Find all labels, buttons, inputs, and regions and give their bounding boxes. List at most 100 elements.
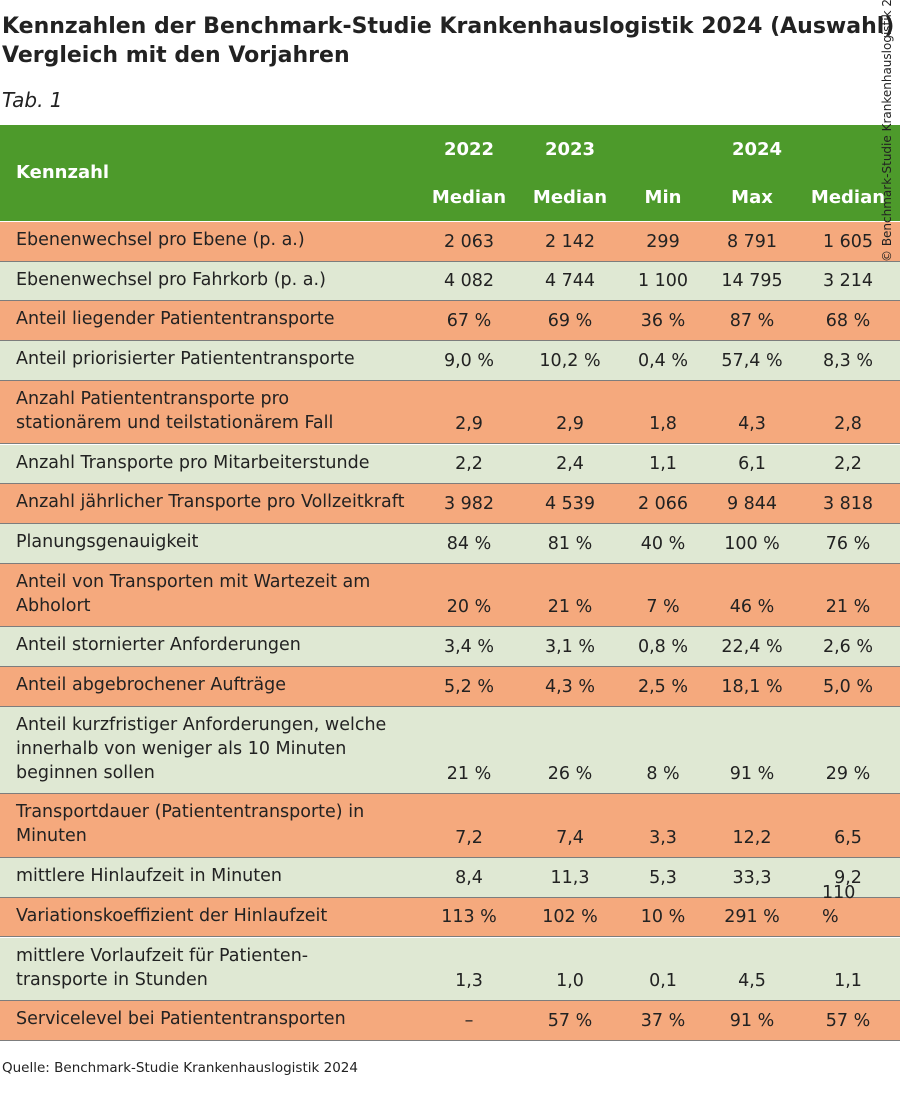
label-line: Planungsgenauigkeit	[16, 531, 199, 552]
row-label: Anzahl Transporte pro Mitarbeiterstunde	[16, 451, 369, 475]
table-row: mittlere Vorlaufzeit für Patienten-trans…	[0, 937, 900, 1002]
cell-value: 22,4 %	[721, 636, 783, 657]
cell-value: 291 %	[724, 907, 780, 928]
header-year: 2023	[544, 139, 596, 160]
cell-value: 3,3	[649, 828, 677, 849]
cell-value: 2,2	[834, 454, 862, 475]
label-line: Anzahl Transporte pro Mitarbeiterstunde	[16, 452, 370, 473]
cell-value: 7 %	[646, 597, 680, 618]
cell-value: 87 %	[729, 311, 775, 332]
header-stat: Min	[644, 187, 682, 208]
copyright: © Benchmark-Studie Krankenhauslogistik 2…	[880, 0, 894, 262]
cell-value: 46 %	[729, 597, 775, 618]
cell-value: 8,4	[455, 867, 483, 888]
cell-value: 36 %	[640, 311, 686, 332]
cell-value: 6,5	[834, 828, 862, 849]
table-row: Anteil liegender Patiententransporte 67 %…	[0, 301, 900, 342]
cell-value: 4,3 %	[544, 676, 596, 697]
label-line: stationärem und teilstationärem Fall	[16, 412, 334, 433]
cell-value: 68 %	[825, 311, 871, 332]
cell-value: 7,2	[455, 828, 483, 849]
cell-value: 0,8 %	[637, 636, 689, 657]
cell-value: 33,3	[732, 867, 772, 888]
label-line: Abholort	[16, 595, 91, 616]
cell-value: 2,2	[455, 454, 483, 475]
cell-value: 37 %	[640, 1010, 686, 1031]
source: Quelle: Benchmark-Studie Krankenhauslogi…	[2, 1060, 358, 1076]
table-row: Variationskoeffizient der Hinlaufzeit 113…	[0, 883, 900, 938]
cell-value: 2,4	[556, 454, 584, 475]
table-row: Servicelevel bei Patiententransporten – 57…	[0, 1001, 900, 1041]
label-line: Anzahl Patiententransporte pro	[16, 388, 290, 409]
cell-value: 2 142	[544, 231, 596, 252]
row-label: Ebenenwechsel pro Fahrkorb (p. a.)	[16, 268, 326, 292]
table-header: Kennzahl 2022 2023 2024 Median Median Min Max M…	[0, 125, 900, 221]
cell-value: 3,4 %	[443, 636, 495, 657]
cell-value: 2,9	[556, 414, 584, 435]
row-label: Anzahl Patiententransporte pro stationäre…	[16, 387, 333, 435]
cell-value: 9,0 %	[443, 350, 495, 371]
cell-value: 3 818	[822, 493, 874, 514]
cell-value: 1,8	[649, 414, 677, 435]
cell-value: 1 605	[822, 231, 874, 252]
row-label: Variationskoeffizient der Hinlaufzeit	[16, 904, 327, 928]
label-line: innerhalb von weniger als 10 Minuten	[16, 738, 347, 759]
table-row: mittlere Hinlaufzeit in Minuten 8,4 11,3 5,…	[0, 858, 900, 898]
table-row: Transportdauer (Patiententransporte) in M…	[0, 794, 900, 859]
cell-value: 3 982	[443, 493, 495, 514]
table-row: Anzahl jährlicher Transporte pro Vollzei…	[0, 484, 900, 524]
table-row: Ebenenwechsel pro Ebene (p. a.) 2 063 2 14…	[0, 222, 900, 262]
label-line: mittlere Vorlaufzeit für Patienten-	[16, 945, 309, 966]
row-label: Anzahl jährlicher Transporte pro Vollzei…	[16, 490, 404, 514]
cell-value: 18,1 %	[721, 676, 783, 697]
cell-value: 91 %	[729, 1010, 775, 1031]
cell-value: 76 %	[825, 533, 871, 554]
row-label: mittlere Hinlaufzeit in Minuten	[16, 864, 282, 888]
table-row: Anteil von Transporten mit Wartezeit am A…	[0, 563, 900, 628]
cell-value: 81 %	[547, 533, 593, 554]
cell-value: –	[464, 1010, 474, 1031]
cell-value: 7,4	[556, 828, 584, 849]
cell-value: 1,1	[834, 971, 862, 992]
cell-value: 0,1	[649, 971, 677, 992]
header-year: 2024	[731, 139, 783, 160]
row-label: Servicelevel bei Patiententransporten	[16, 1007, 346, 1031]
label-line: Minuten	[16, 826, 87, 847]
table-row: Anzahl Transporte pro Mitarbeiterstunde 2…	[0, 444, 900, 485]
label-line: Anzahl jährlicher Transporte pro Vollzei…	[16, 492, 405, 513]
header-year: 2022	[443, 139, 495, 160]
label-line: Servicelevel bei Patiententransporten	[16, 1009, 346, 1030]
cell-value: 4 744	[544, 271, 596, 292]
cell-value: 20 %	[446, 597, 492, 618]
cell-value: 2 063	[443, 231, 495, 252]
cell-value: 113 %	[441, 907, 497, 928]
cell-value: 69 %	[547, 311, 593, 332]
header-stat: Max	[731, 187, 773, 208]
label-line: Anteil liegender Patiententransporte	[16, 309, 335, 330]
label-line: Anteil stornierter Anforderungen	[16, 635, 301, 656]
cell-value: 4 539	[544, 493, 596, 514]
cell-value: 26 %	[547, 764, 593, 785]
cell-value: 3 214	[822, 271, 874, 292]
cell-value: 299	[646, 231, 680, 252]
cell-value: 8 %	[646, 764, 680, 785]
label-line: Anteil priorisierter Patiententransporte	[16, 349, 355, 370]
row-label: Anteil kurzfristiger Anforderungen, welc…	[16, 713, 386, 785]
cell-value: 5,2 %	[443, 676, 495, 697]
row-label: Anteil liegender Patiententransporte	[16, 307, 335, 331]
header-stat: Median	[431, 187, 507, 208]
cell-value: 1,0	[556, 971, 584, 992]
table-row: Planungsgenauigkeit 84 % 81 % 40 % 100 % 76 %	[0, 523, 900, 564]
table-row: Anteil abgebrochener Aufträge 5,2 % 4,3 % 2…	[0, 667, 900, 707]
header-stat: Median	[810, 187, 886, 208]
cell-value: 57 %	[547, 1010, 593, 1031]
cell-value: 8 791	[726, 231, 778, 252]
label-line: Ebenenwechsel pro Ebene (p. a.)	[16, 230, 305, 250]
cell-value: 57,4 %	[721, 350, 783, 371]
row-label: Anteil von Transporten mit Wartezeit am A…	[16, 570, 370, 618]
table-row: Anteil stornierter Anforderungen 3,4 % 3,1…	[0, 627, 900, 667]
table-row: Anteil kurzfristiger Anforderungen, welc…	[0, 706, 900, 795]
cell-value: 1,1	[649, 454, 677, 475]
label-line: mittlere Hinlaufzeit in Minuten	[16, 866, 282, 887]
cell-value: 57 %	[825, 1010, 871, 1031]
